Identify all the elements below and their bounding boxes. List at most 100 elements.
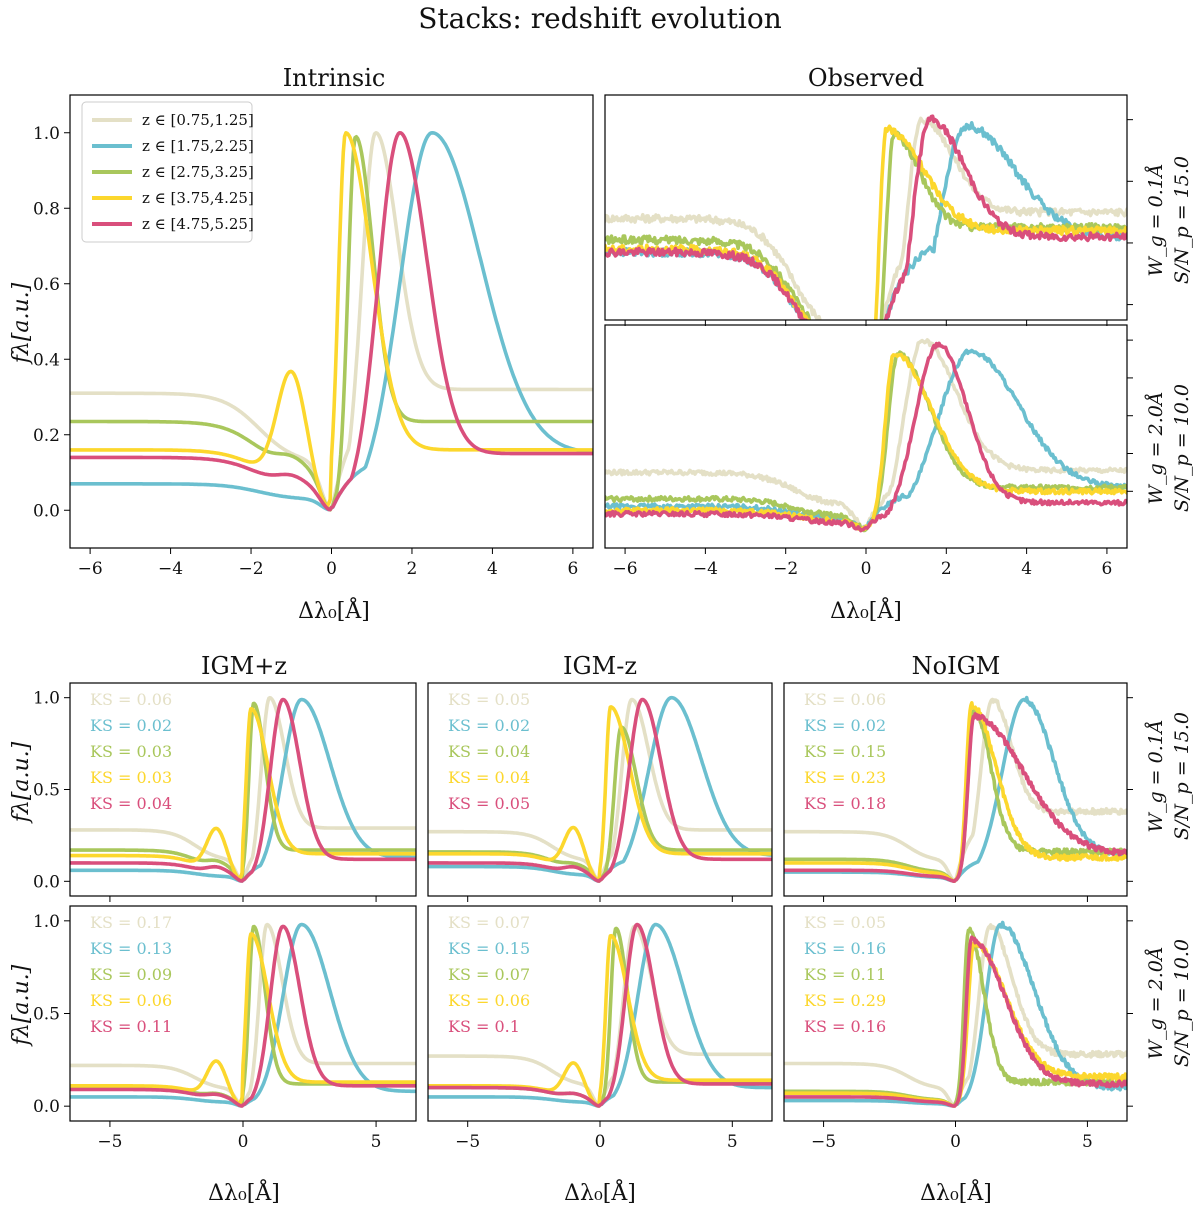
x-tick-label: 4 [487, 559, 498, 579]
ks-label: KS = 0.16 [804, 939, 886, 958]
ks-label: KS = 0.23 [804, 768, 886, 787]
panels: −6 −4 −2 0 2 4 6 0.0 0.2 0.4 0.6 0.8 1.0 z ∈ [0.75,1.… [33, 94, 1133, 1152]
ks-label: KS = 0.1 [448, 1017, 520, 1036]
series-group [428, 695, 772, 883]
panel-title-igm-plus-z: IGM+z [201, 652, 287, 680]
figure-title: Stacks: redshift evolution [418, 2, 782, 35]
ks-label: KS = 0.18 [804, 794, 886, 813]
panel-igm_plus_z_r1: 0.0 0.5 1.0 KS = 0.06 KS = 0.02 KS = 0.03 KS =… [33, 682, 417, 902]
x-tick-label: −5 [455, 1132, 480, 1152]
y-tick-label: 0.8 [33, 199, 60, 219]
y-tick-label: 0.0 [33, 872, 60, 892]
ks-label: KS = 0.02 [448, 716, 530, 735]
x-tick-label: −5 [97, 1132, 122, 1152]
x-tick-label: 5 [727, 1132, 738, 1152]
panel-observed_row1 [604, 94, 1133, 326]
ks-label: KS = 0.03 [90, 742, 172, 761]
ks-label: KS = 0.02 [804, 716, 886, 735]
ks-label: KS = 0.06 [90, 690, 172, 709]
series-group [70, 922, 416, 1108]
x-tick-label: −4 [693, 559, 718, 579]
x-tick-label: 0 [950, 1132, 961, 1152]
series-line-3 [605, 130, 1127, 320]
row2-wg-label-top: W_g = 2.0Å [1145, 391, 1167, 504]
panel-noigm_r1: KS = 0.06 KS = 0.02 KS = 0.15 KS = 0.23 KS =… [783, 682, 1133, 902]
series-group [428, 922, 772, 1108]
legend-label: z ∈ [3.75,4.25] [142, 189, 254, 207]
panel-title-igm-minus-z: IGM-z [563, 652, 637, 680]
panel-observed_row2: −6 −4 −2 0 2 4 6 [604, 324, 1133, 579]
series-line-4 [70, 706, 416, 881]
panel-intrinsic: −6 −4 −2 0 2 4 6 0.0 0.2 0.4 0.6 0.8 1.0 z ∈ [0.75,1.… [33, 94, 594, 579]
series-line-5 [70, 924, 416, 1108]
y-tick-label: 0.5 [33, 1005, 60, 1025]
ks-label: KS = 0.04 [90, 794, 172, 813]
x-tick-label: 6 [1102, 559, 1113, 579]
legend-box [81, 101, 253, 243]
series-line-4 [605, 124, 1127, 320]
legend: z ∈ [0.75,1.25] z ∈ [1.75,2.25] z ∈ [2.75,… [81, 101, 254, 243]
y-tick-label: 0.5 [33, 781, 60, 801]
panel-igm_minus_z_r2: −5 0 5 KS = 0.07 KS = 0.15 KS = 0.07 KS = 0.06… [427, 905, 773, 1152]
panel-title-intrinsic: Intrinsic [283, 64, 386, 92]
x-tick-label: 2 [407, 559, 418, 579]
x-tick-label: 0 [595, 1132, 606, 1152]
series-line-2 [605, 121, 1127, 320]
series-line-5 [784, 712, 1127, 884]
y-tick-label: 1.0 [33, 689, 60, 709]
series-line-5 [605, 114, 1127, 320]
ks-label: KS = 0.05 [448, 794, 530, 813]
ks-label: KS = 0.15 [804, 742, 886, 761]
series-line-5 [70, 131, 593, 512]
row1-wg-label-bottom: W_g = 0.1Å [1145, 719, 1167, 832]
x-tick-label: −6 [613, 559, 638, 579]
ks-label: KS = 0.06 [90, 991, 172, 1010]
ks-label: KS = 0.04 [448, 768, 530, 787]
series-line-4 [70, 131, 593, 509]
ks-label: KS = 0.11 [90, 1017, 172, 1036]
x-tick-label: 2 [941, 559, 952, 579]
xlabel-noigm: Δλ₀[Å] [920, 1178, 992, 1206]
ks-label: KS = 0.07 [448, 965, 530, 984]
ks-label: KS = 0.11 [804, 965, 886, 984]
ks-label: KS = 0.09 [90, 965, 172, 984]
ks-label: KS = 0.04 [448, 742, 530, 761]
panel-noigm_r2: −5 0 5 KS = 0.05 KS = 0.16 KS = 0.11 KS = 0.29… [783, 905, 1133, 1152]
series-line-5 [428, 697, 772, 883]
ks-label: KS = 0.16 [804, 1017, 886, 1036]
y-tick-label: 1.0 [33, 124, 60, 144]
x-tick-label: 0 [326, 559, 337, 579]
x-tick-label: −4 [158, 559, 183, 579]
row2-wg-label-bottom: W_g = 2.0Å [1145, 946, 1167, 1059]
y-tick-label: 0.0 [33, 501, 60, 521]
x-tick-label: 4 [1021, 559, 1032, 579]
series-line-4 [428, 705, 772, 883]
ks-label: KS = 0.13 [90, 939, 172, 958]
ylabel-bottom-row1: fλ[a.u.] [9, 741, 34, 824]
row2-sn-label-bottom: S/N_p = 10.0 [1171, 939, 1193, 1067]
ks-label: KS = 0.29 [804, 991, 886, 1010]
x-tick-label: 0 [861, 559, 872, 579]
x-tick-label: −5 [811, 1132, 836, 1152]
legend-label: z ∈ [2.75,3.25] [142, 163, 254, 181]
x-tick-label: 5 [1082, 1132, 1093, 1152]
ks-label: KS = 0.03 [90, 768, 172, 787]
legend-label: z ∈ [1.75,2.25] [142, 137, 254, 155]
series-group [70, 695, 416, 883]
y-tick-label: 1.0 [33, 912, 60, 932]
panel-title-noigm: NoIGM [912, 652, 1001, 680]
series-line-4 [70, 932, 416, 1106]
legend-label: z ∈ [4.75,5.25] [142, 215, 254, 233]
xlabel-igm-minus-z: Δλ₀[Å] [564, 1178, 636, 1206]
x-tick-label: 5 [371, 1132, 382, 1152]
series-group [605, 114, 1127, 320]
series-line-1 [605, 116, 1127, 320]
row1-sn-label-bottom: S/N_p = 15.0 [1171, 712, 1193, 840]
x-tick-label: −6 [78, 559, 103, 579]
series-line-4 [428, 933, 772, 1107]
series-group [784, 920, 1127, 1108]
series-group [605, 338, 1127, 533]
series-line-5 [605, 341, 1127, 533]
xlabel-igm-plus-z: Δλ₀[Å] [208, 1178, 280, 1206]
